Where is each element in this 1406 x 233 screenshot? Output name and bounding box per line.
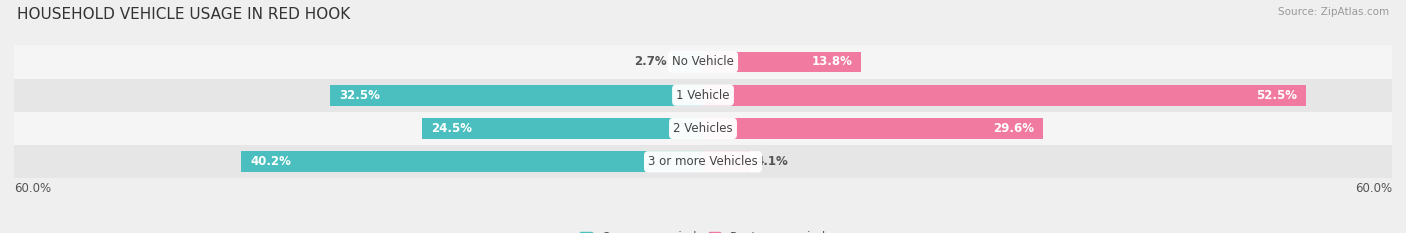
Text: No Vehicle: No Vehicle [672, 55, 734, 69]
Bar [14, 79, 1392, 112]
Bar [14, 112, 1392, 145]
Text: 29.6%: 29.6% [993, 122, 1033, 135]
Bar [14, 145, 1392, 178]
Text: 40.2%: 40.2% [250, 155, 291, 168]
Text: 4.1%: 4.1% [756, 155, 789, 168]
Bar [703, 118, 1043, 139]
Bar [703, 51, 862, 72]
Legend: Owner-occupied, Renter-occupied: Owner-occupied, Renter-occupied [575, 226, 831, 233]
Text: 60.0%: 60.0% [1355, 182, 1392, 195]
Text: 13.8%: 13.8% [811, 55, 852, 69]
Bar [703, 151, 749, 172]
Bar [330, 85, 703, 106]
Bar [703, 85, 1306, 106]
Text: 1 Vehicle: 1 Vehicle [676, 89, 730, 102]
Bar [672, 51, 703, 72]
Text: 24.5%: 24.5% [430, 122, 472, 135]
Text: 32.5%: 32.5% [339, 89, 380, 102]
Text: 3 or more Vehicles: 3 or more Vehicles [648, 155, 758, 168]
Text: 52.5%: 52.5% [1256, 89, 1296, 102]
Bar [14, 45, 1392, 79]
Text: Source: ZipAtlas.com: Source: ZipAtlas.com [1278, 7, 1389, 17]
Bar [242, 151, 703, 172]
Text: 2.7%: 2.7% [634, 55, 666, 69]
Bar [422, 118, 703, 139]
Text: HOUSEHOLD VEHICLE USAGE IN RED HOOK: HOUSEHOLD VEHICLE USAGE IN RED HOOK [17, 7, 350, 22]
Text: 60.0%: 60.0% [14, 182, 51, 195]
Text: 2 Vehicles: 2 Vehicles [673, 122, 733, 135]
